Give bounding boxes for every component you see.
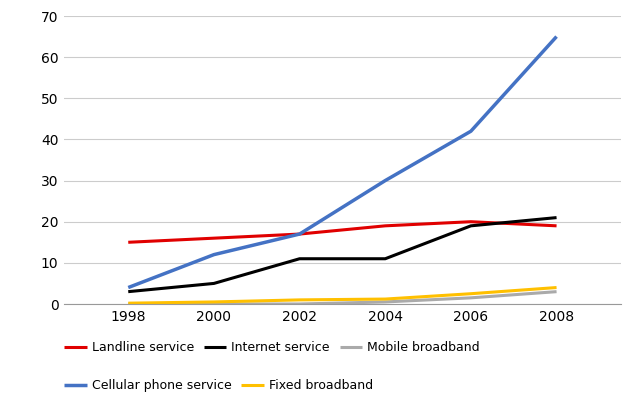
Internet service: [381, 256, 389, 261]
Fixed broadband: [467, 291, 475, 296]
Landline service: [553, 224, 561, 228]
Landline service: [467, 219, 475, 224]
Cellular phone service: [210, 252, 218, 257]
Cellular phone service: [553, 34, 561, 39]
Line: Fixed broadband: Fixed broadband: [128, 288, 557, 303]
Internet service: [124, 289, 132, 294]
Landline service: [296, 232, 303, 236]
Line: Internet service: Internet service: [128, 218, 557, 292]
Mobile broadband: [210, 302, 218, 306]
Cellular phone service: [381, 178, 389, 183]
Internet service: [296, 256, 303, 261]
Mobile broadband: [381, 300, 389, 304]
Line: Cellular phone service: Cellular phone service: [128, 36, 557, 288]
Mobile broadband: [124, 302, 132, 306]
Landline service: [210, 236, 218, 240]
Cellular phone service: [296, 232, 303, 236]
Line: Mobile broadband: Mobile broadband: [128, 292, 557, 304]
Landline service: [381, 224, 389, 228]
Cellular phone service: [124, 285, 132, 290]
Internet service: [553, 215, 561, 220]
Mobile broadband: [467, 296, 475, 300]
Fixed broadband: [553, 285, 561, 290]
Cellular phone service: [467, 129, 475, 134]
Fixed broadband: [296, 298, 303, 302]
Fixed broadband: [210, 300, 218, 304]
Mobile broadband: [553, 289, 561, 294]
Mobile broadband: [296, 302, 303, 306]
Fixed broadband: [124, 301, 132, 306]
Internet service: [210, 281, 218, 286]
Internet service: [467, 224, 475, 228]
Line: Landline service: Landline service: [128, 222, 557, 242]
Fixed broadband: [381, 297, 389, 302]
Landline service: [124, 240, 132, 245]
Legend: Cellular phone service, Fixed broadband: Cellular phone service, Fixed broadband: [64, 379, 373, 392]
